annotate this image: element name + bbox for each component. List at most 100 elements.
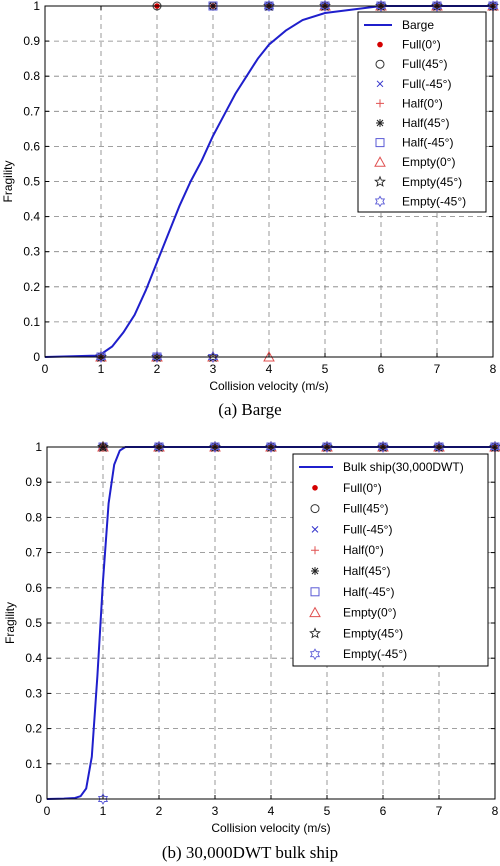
y-tick-label: 0.5: [23, 175, 40, 189]
legend-marker: [309, 648, 321, 661]
x-tick-label: 5: [322, 362, 329, 376]
x-tick-label: 4: [268, 804, 275, 818]
legend-marker: [310, 587, 320, 597]
x-tick-label: 7: [434, 362, 441, 376]
legend-label: Half(45°): [343, 564, 390, 578]
x-tick-label: 3: [210, 362, 217, 376]
y-tick-label: 0.4: [23, 210, 40, 224]
data-point: [375, 0, 387, 12]
y-tick-label: 0.6: [23, 139, 40, 153]
x-tick-label: 8: [492, 804, 499, 818]
y-tick-label: 0: [35, 792, 42, 806]
y-tick-label: 0.5: [25, 616, 42, 630]
legend-marker: [376, 119, 384, 127]
y-tick-label: 0.9: [23, 34, 40, 48]
series-8: [95, 0, 499, 363]
y-tick-label: 0: [33, 350, 40, 364]
legend-label: Half(0°): [402, 96, 443, 110]
x-tick-label: 3: [212, 804, 219, 818]
y-tick-label: 0.3: [25, 686, 42, 700]
y-tick-label: 0.7: [23, 104, 40, 118]
legend-label: Half(-45°): [343, 585, 394, 599]
data-point: [265, 441, 277, 453]
x-tick-label: 0: [42, 362, 49, 376]
legend-label: Half(45°): [402, 116, 449, 130]
legend-label: Full(0°): [402, 38, 441, 52]
axes-box: [44, 5, 494, 358]
y-tick-label: 0.2: [23, 280, 40, 294]
y-tick-label: 0.3: [23, 245, 40, 259]
legend-marker: [310, 504, 320, 514]
legend-marker: [312, 485, 318, 491]
x-tick-label: 6: [378, 362, 385, 376]
y-tick-label: 0.7: [25, 546, 42, 560]
x-axis-title: Collision velocity (m/s): [209, 379, 328, 393]
legend-marker: [374, 156, 386, 167]
data-point: [377, 441, 389, 453]
y-tick-label: 1: [33, 0, 40, 13]
x-tick-label: 7: [436, 804, 443, 818]
figure-caption: (a) Barge: [218, 400, 281, 419]
x-tick-label: 4: [266, 362, 273, 376]
legend-marker: [374, 175, 386, 187]
y-tick-label: 0.6: [25, 581, 42, 595]
y-tick-label: 1: [35, 440, 42, 454]
legend: Barge Full(0°) Full(45°) Full(-45°) Half(0°)…: [357, 11, 487, 213]
data-point: [209, 441, 221, 453]
legend: Bulk ship(30,000DWT) Full(0°) Full(45°) Ful…: [292, 453, 489, 667]
legend-label: Empty(45°): [343, 626, 403, 640]
x-tick-label: 0: [44, 804, 51, 818]
x-tick-label: 5: [324, 804, 331, 818]
legend-label: Empty(-45°): [343, 647, 407, 661]
data-point: [97, 793, 109, 805]
legend-label: Full(45°): [343, 502, 388, 516]
legend-marker: [311, 567, 319, 575]
data-point: [431, 0, 443, 12]
data-point: [321, 441, 333, 453]
legend-marker: [376, 99, 384, 108]
y-tick-label: 0.8: [23, 69, 40, 83]
legend-label: Empty(0°): [402, 155, 455, 169]
figure-caption: (b) 30,000DWT bulk ship: [162, 843, 338, 862]
x-tick-label: 6: [380, 804, 387, 818]
legend-marker: [376, 80, 384, 88]
legend-label: Full(0°): [343, 481, 382, 495]
legend-marker: [377, 41, 383, 48]
legend-label: Half(0°): [343, 543, 384, 557]
legend-label: Full(-45°): [343, 522, 392, 536]
legend-marker: [309, 606, 321, 618]
data-point: [97, 440, 109, 453]
y-tick-label: 0.8: [25, 510, 42, 524]
y-tick-label: 0.1: [25, 757, 42, 771]
legend-label: Barge: [402, 18, 434, 32]
y-tick-label: 0.1: [23, 315, 40, 329]
legend-box: [292, 453, 489, 667]
fragility-curve: [44, 5, 493, 358]
data-point: [95, 351, 107, 363]
x-tick-label: 2: [154, 362, 161, 376]
legend-label: Empty(-45°): [402, 194, 466, 208]
data-point: [319, 0, 331, 12]
fragility-curve: [46, 446, 495, 800]
data-point: [153, 441, 165, 453]
y-tick-label: 0.9: [25, 475, 42, 489]
x-tick-label: 8: [490, 362, 497, 376]
chart-barge: 0 1 2 3 4 5 6 7 8 0 0.1 0.2 0.3 0.4 0.5 0.6 0.7 0.8 0.9 1 Co…: [1, 0, 499, 419]
y-axis-title: Fragility: [1, 160, 15, 202]
y-tick-label: 0.4: [25, 651, 42, 665]
legend-label: Full(45°): [402, 57, 447, 71]
data-point: [433, 441, 445, 453]
y-axis-title: Fragility: [3, 602, 17, 644]
legend-marker: [311, 526, 319, 533]
x-tick-label: 1: [100, 804, 107, 818]
axes-box: [46, 446, 496, 800]
y-tick-label: 0.2: [25, 722, 42, 736]
legend-marker: [311, 546, 319, 555]
legend-marker: [375, 59, 385, 69]
x-tick-label: 1: [98, 362, 105, 376]
data-point: [207, 351, 219, 363]
data-point: [263, 0, 275, 12]
legend-marker: [374, 195, 386, 208]
legend-label: Full(-45°): [402, 77, 451, 91]
